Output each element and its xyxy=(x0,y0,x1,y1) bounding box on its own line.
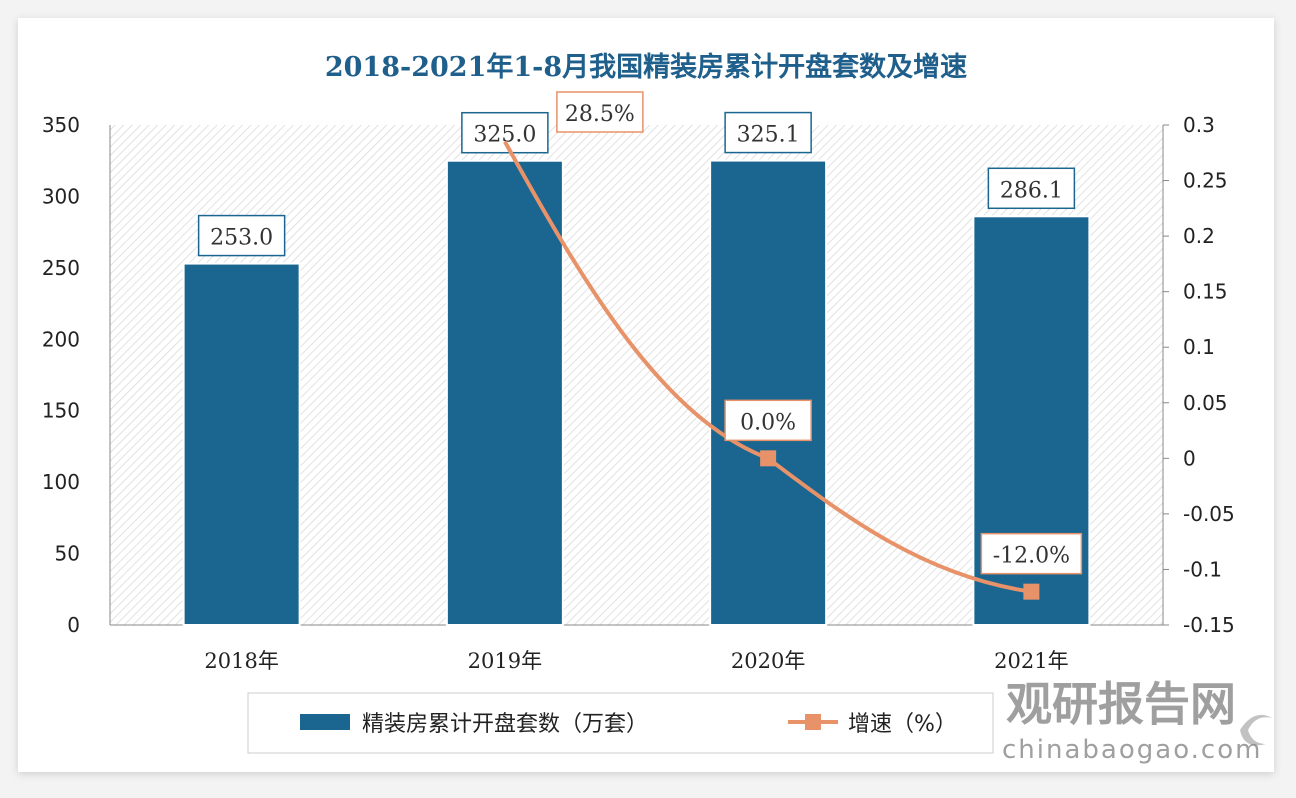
bar-data-label-box xyxy=(987,167,1076,210)
bar-data-label: 253.0 xyxy=(210,226,273,251)
x-tick-label: 2021年 xyxy=(994,649,1068,673)
growth-marker xyxy=(760,450,777,467)
y-right-tick-label: 0.3 xyxy=(1183,113,1215,137)
growth-marker xyxy=(1023,583,1040,600)
growth-data-label: 28.5% xyxy=(565,102,635,127)
growth-data-label-box xyxy=(980,532,1083,575)
y-right-tick-label: 0 xyxy=(1183,446,1196,470)
bar xyxy=(709,159,828,626)
bar-data-label-box xyxy=(724,111,812,154)
bar xyxy=(445,159,564,626)
bar-data-label-box xyxy=(197,214,286,257)
growth-data-label-box xyxy=(724,399,812,442)
growth-data-label: 0.0% xyxy=(740,410,796,435)
legend-bar-label: 精装房累计开盘套数（万套） xyxy=(362,712,648,737)
legend-bar-swatch xyxy=(300,714,350,730)
y-left-tick-label: 200 xyxy=(42,327,80,351)
x-tick-label: 2020年 xyxy=(731,649,805,673)
bar-data-label: 286.1 xyxy=(1000,178,1063,203)
y-left-tick-label: 350 xyxy=(42,113,80,137)
y-left-tick-label: 0 xyxy=(67,613,80,637)
growth-data-label: -12.0% xyxy=(993,544,1070,569)
legend-line-marker xyxy=(805,714,821,730)
y-left-tick-label: 100 xyxy=(42,470,80,494)
y-right-tick-label: -0.1 xyxy=(1183,557,1222,581)
bar xyxy=(182,262,301,626)
y-left-tick-label: 250 xyxy=(42,256,80,280)
watermark: 观研报告网 chinabaogao.com xyxy=(1002,677,1272,765)
bar-data-label-box xyxy=(461,111,549,154)
watermark-cn: 观研报告网 xyxy=(1006,677,1236,731)
y-right-tick-label: 0.2 xyxy=(1183,224,1215,248)
bar-data-label: 325.1 xyxy=(737,123,800,148)
watermark-en: chinabaogao.com xyxy=(1002,735,1262,765)
bar-line-chart: 2018-2021年1-8月我国精装房累计开盘套数及增速 0 50 100 150 20… xyxy=(42,51,1272,765)
y-right-tick-label: 0.15 xyxy=(1183,280,1228,304)
legend-line-label: 增速（%） xyxy=(848,712,957,737)
x-tick-label: 2018年 xyxy=(204,649,278,673)
y-left-tick-label: 300 xyxy=(42,184,80,208)
y-left-tick-label: 50 xyxy=(55,542,80,566)
y-right-tick-label: 0.1 xyxy=(1183,335,1215,359)
legend xyxy=(247,692,994,754)
y-right-tick-label: 0.05 xyxy=(1183,391,1228,415)
chart-title: 2018-2021年1-8月我国精装房累计开盘套数及增速 xyxy=(325,51,967,83)
y-right-tick-label: -0.05 xyxy=(1183,502,1235,526)
x-tick-label: 2019年 xyxy=(468,649,542,673)
y-right-tick-label: 0.25 xyxy=(1183,169,1228,193)
y-left-tick-label: 150 xyxy=(42,399,80,423)
chart-card: 2018-2021年1-8月我国精装房累计开盘套数及增速 0 50 100 150 20… xyxy=(18,18,1274,772)
y-right-tick-label: -0.15 xyxy=(1183,613,1235,637)
growth-data-label-box xyxy=(556,91,644,133)
watermark-logo-icon xyxy=(1240,714,1272,746)
